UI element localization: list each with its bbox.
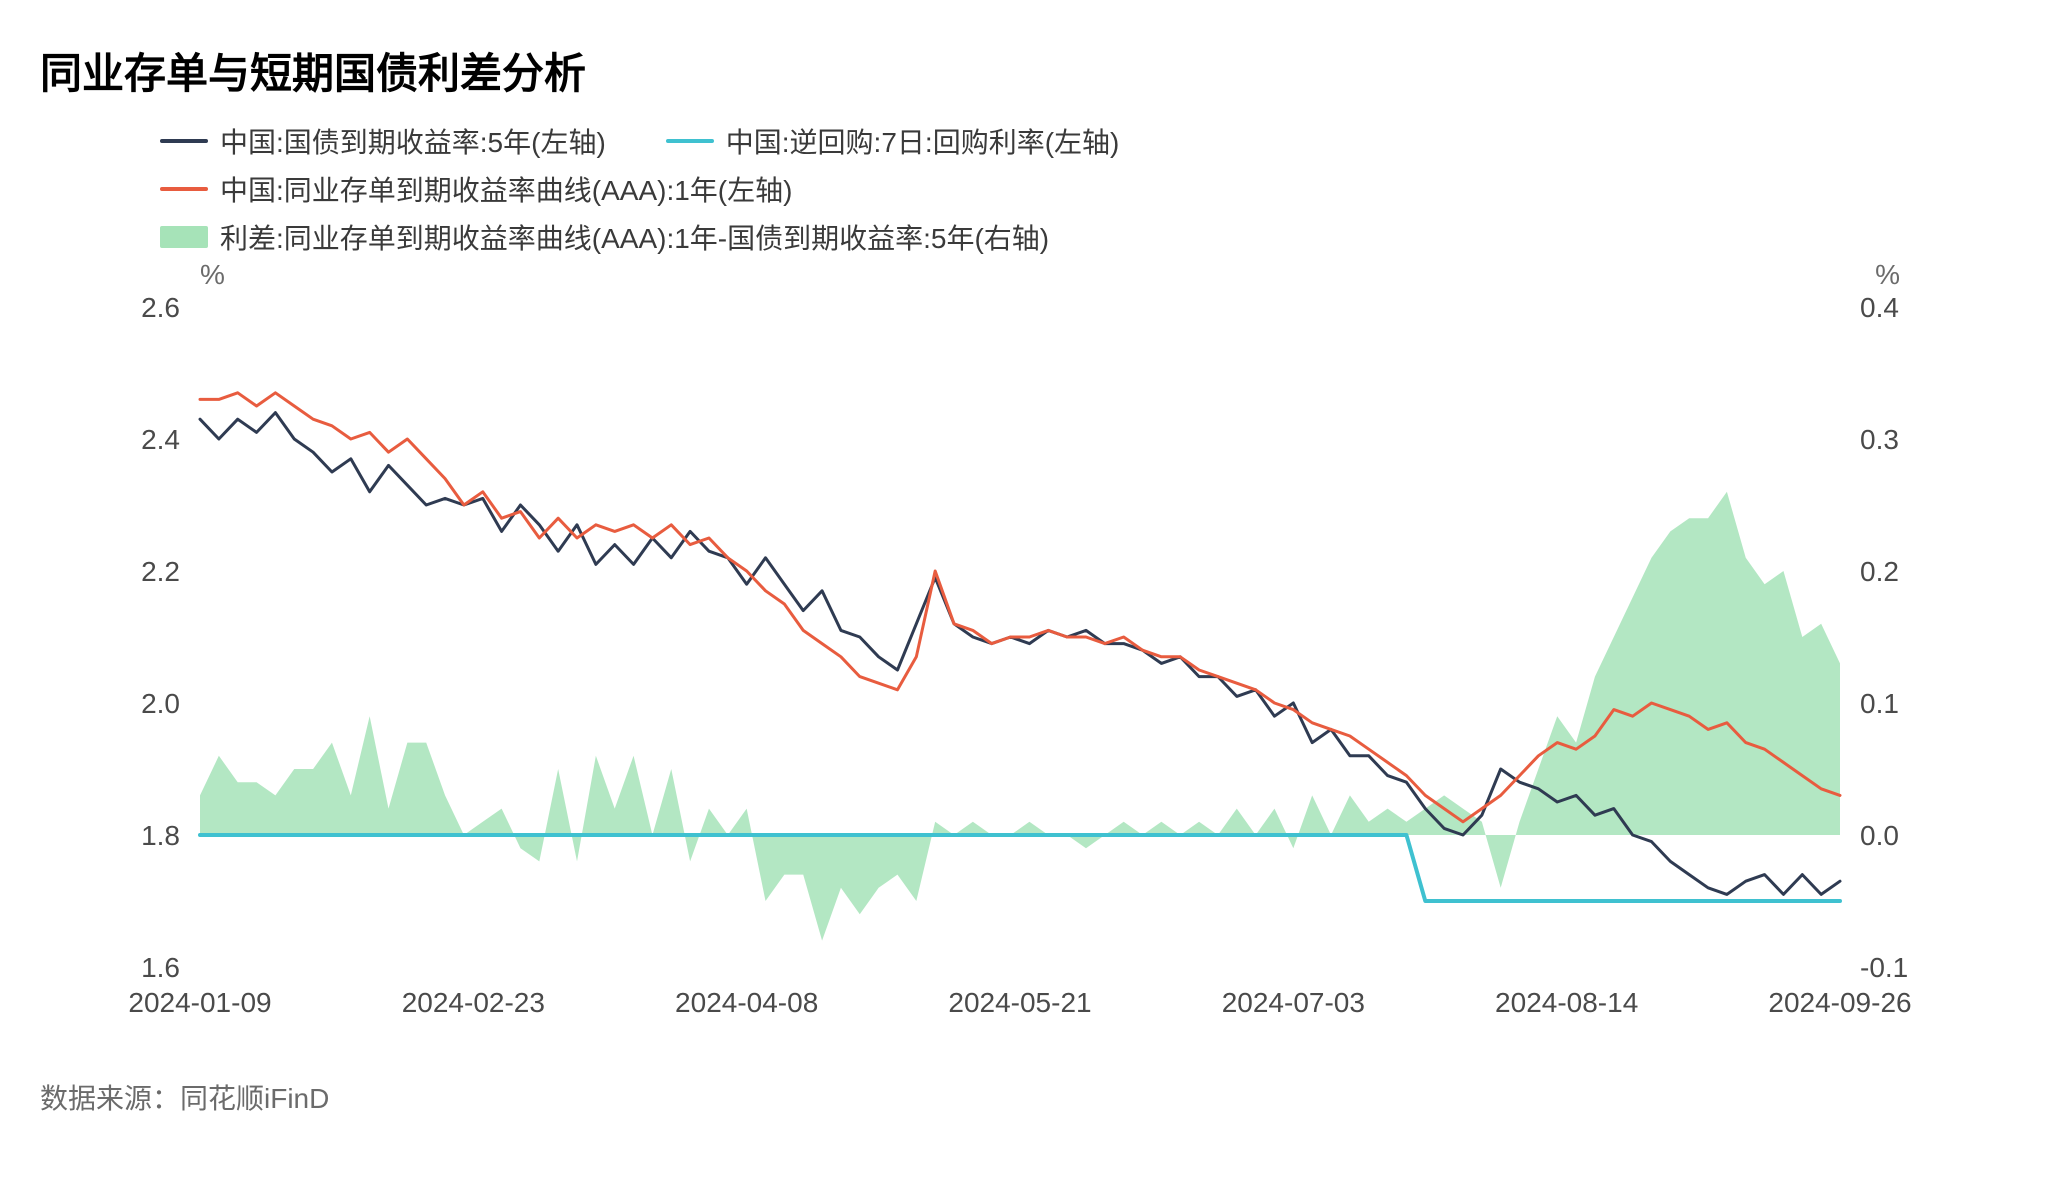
- legend-swatch-spread: [160, 226, 208, 248]
- legend-label: 利差:同业存单到期收益率曲线(AAA):1年-国债到期收益率:5年(右轴): [220, 217, 1049, 257]
- chart-container: 同业存单与短期国债利差分析 中国:国债到期收益率:5年(左轴) 中国:逆回购:7…: [0, 0, 2048, 1199]
- plot-wrapper: % % 1.61.82.02.22.42.6-0.10.00.10.20.30.…: [40, 267, 1988, 1047]
- svg-text:1.8: 1.8: [141, 820, 180, 851]
- svg-text:0.0: 0.0: [1860, 820, 1899, 851]
- chart-plot: 1.6 1.8 2.0 2.2 2.4 2.6 -0.1 0.0 0.1 0.2 0.3 0.4 202…: [40, 267, 1960, 1047]
- svg-text:2024-01-09: 2024-01-09: [128, 987, 271, 1018]
- svg-text:2024-05-21: 2024-05-21: [948, 987, 1091, 1018]
- legend-swatch-ncd1y: [160, 187, 208, 191]
- svg-text:2.6: 2.6: [141, 292, 180, 323]
- svg-text:2024-09-26: 2024-09-26: [1768, 987, 1911, 1018]
- y-left-unit: %: [200, 259, 225, 291]
- svg-text:-0.1: -0.1: [1860, 952, 1908, 983]
- y-right-unit: %: [1875, 259, 1900, 291]
- svg-text:2024-08-14: 2024-08-14: [1495, 987, 1638, 1018]
- series-repo7d-line: [200, 835, 1840, 901]
- legend-item-govt5y: 中国:国债到期收益率:5年(左轴): [160, 121, 606, 161]
- svg-text:2024-02-23: 2024-02-23: [402, 987, 545, 1018]
- legend-label: 中国:国债到期收益率:5年(左轴): [220, 121, 606, 161]
- legend-row-3: 利差:同业存单到期收益率曲线(AAA):1年-国债到期收益率:5年(右轴): [160, 217, 1988, 257]
- svg-text:0.4: 0.4: [1860, 292, 1899, 323]
- legend-swatch-repo7d: [666, 139, 714, 143]
- svg-text:2024-07-03: 2024-07-03: [1222, 987, 1365, 1018]
- svg-text:2.0: 2.0: [141, 688, 180, 719]
- legend-label: 中国:同业存单到期收益率曲线(AAA):1年(左轴): [220, 169, 792, 209]
- legend-swatch-govt5y: [160, 139, 208, 143]
- svg-text:2024-04-08: 2024-04-08: [675, 987, 818, 1018]
- legend-item-spread: 利差:同业存单到期收益率曲线(AAA):1年-国债到期收益率:5年(右轴): [160, 217, 1049, 257]
- svg-text:2.4: 2.4: [141, 424, 180, 455]
- series-spread-area: [200, 492, 1840, 941]
- data-source: 数据来源：同花顺iFinD: [40, 1077, 1988, 1117]
- chart-title: 同业存单与短期国债利差分析: [40, 40, 1988, 101]
- legend-row-1: 中国:国债到期收益率:5年(左轴) 中国:逆回购:7日:回购利率(左轴): [160, 121, 1988, 161]
- legend-item-ncd1y: 中国:同业存单到期收益率曲线(AAA):1年(左轴): [160, 169, 792, 209]
- legend-item-repo7d: 中国:逆回购:7日:回购利率(左轴): [666, 121, 1120, 161]
- chart-legend: 中国:国债到期收益率:5年(左轴) 中国:逆回购:7日:回购利率(左轴) 中国:…: [160, 121, 1988, 257]
- svg-text:0.3: 0.3: [1860, 424, 1899, 455]
- svg-text:1.6: 1.6: [141, 952, 180, 983]
- legend-label: 中国:逆回购:7日:回购利率(左轴): [726, 121, 1120, 161]
- legend-row-2: 中国:同业存单到期收益率曲线(AAA):1年(左轴): [160, 169, 1988, 209]
- svg-text:0.2: 0.2: [1860, 556, 1899, 587]
- svg-text:2.2: 2.2: [141, 556, 180, 587]
- svg-text:0.1: 0.1: [1860, 688, 1899, 719]
